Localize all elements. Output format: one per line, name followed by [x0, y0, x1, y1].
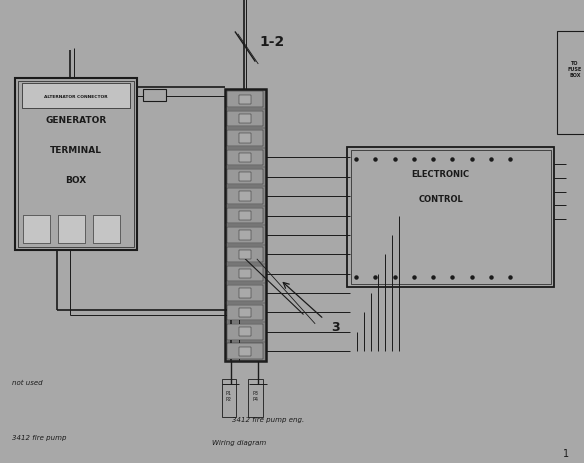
Text: TERMINAL: TERMINAL	[50, 146, 102, 155]
Text: ALTERNATOR CONNECTOR: ALTERNATOR CONNECTOR	[44, 95, 107, 99]
Text: GENERATOR: GENERATOR	[45, 116, 106, 125]
Bar	[239, 115, 251, 124]
Bar	[227, 92, 263, 108]
Bar	[239, 231, 251, 240]
Bar	[225, 90, 266, 361]
Bar	[227, 247, 263, 263]
Bar	[239, 269, 251, 279]
Bar	[227, 131, 263, 146]
Bar	[222, 380, 237, 417]
Text: 3412 fire pump eng.: 3412 fire pump eng.	[232, 416, 305, 422]
Text: P3
P4: P3 P4	[252, 390, 258, 401]
Bar	[227, 228, 263, 243]
Bar	[227, 208, 263, 224]
Bar	[347, 148, 554, 287]
Text: not used: not used	[12, 379, 42, 385]
Bar	[23, 215, 50, 243]
Bar	[15, 79, 137, 250]
Bar	[227, 169, 263, 185]
Text: TO
FUSE
BOX: TO FUSE BOX	[568, 61, 582, 78]
Text: ELECTRONIC: ELECTRONIC	[412, 169, 470, 178]
Bar	[227, 266, 263, 282]
Bar	[351, 151, 551, 284]
Text: BOX: BOX	[65, 176, 86, 185]
Text: P1
P2: P1 P2	[226, 390, 232, 401]
Bar	[557, 32, 584, 134]
Bar	[143, 90, 166, 102]
Bar	[239, 134, 251, 143]
Bar	[22, 83, 130, 109]
Bar	[227, 112, 263, 127]
Bar	[239, 308, 251, 318]
Bar	[239, 289, 251, 298]
Text: Wiring diagram: Wiring diagram	[212, 439, 266, 445]
Bar	[239, 192, 251, 201]
Bar	[239, 173, 251, 182]
Bar	[58, 215, 85, 243]
Text: 3: 3	[331, 320, 340, 333]
Bar	[227, 325, 263, 340]
Bar	[18, 81, 134, 247]
Bar	[239, 327, 251, 337]
Text: CONTROL: CONTROL	[418, 194, 463, 204]
Bar	[227, 344, 263, 359]
Bar	[227, 305, 263, 320]
Text: 1-2: 1-2	[260, 35, 285, 49]
Bar	[227, 150, 263, 166]
Bar	[239, 347, 251, 356]
Bar	[239, 95, 251, 105]
Bar	[227, 189, 263, 205]
Bar	[93, 215, 120, 243]
Bar	[239, 212, 251, 221]
Bar	[248, 380, 263, 417]
Bar	[227, 286, 263, 301]
Bar	[239, 153, 251, 163]
Text: 3412 fire pump: 3412 fire pump	[12, 435, 66, 440]
Text: 1: 1	[563, 448, 569, 458]
Bar	[239, 250, 251, 259]
